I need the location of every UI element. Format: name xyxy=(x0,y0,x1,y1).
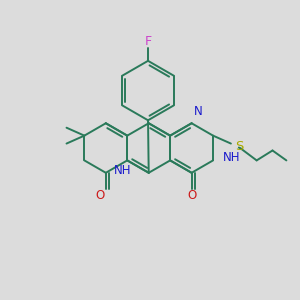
Text: F: F xyxy=(145,34,152,47)
Text: N: N xyxy=(194,105,202,118)
Text: O: O xyxy=(95,189,104,202)
Text: S: S xyxy=(235,140,243,153)
Text: NH: NH xyxy=(223,151,241,164)
Text: O: O xyxy=(187,189,196,202)
Text: NH: NH xyxy=(114,164,131,177)
